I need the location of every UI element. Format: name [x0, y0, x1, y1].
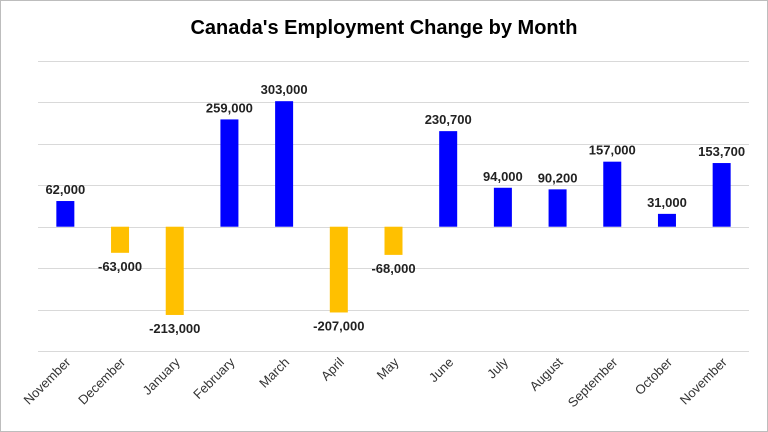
data-label: -68,000	[371, 261, 415, 276]
data-label: 303,000	[261, 82, 308, 97]
data-label: 259,000	[206, 100, 253, 115]
bars	[56, 101, 731, 315]
x-tick-label: November	[20, 354, 73, 407]
bar-july	[493, 187, 512, 227]
x-axis-ticks: November December January February March Apri…	[20, 354, 730, 410]
x-tick-label: April	[318, 354, 347, 383]
data-label: 153,700	[698, 144, 745, 159]
bar-june	[439, 131, 458, 227]
bar-april	[329, 226, 348, 313]
data-labels: 62,000 -63,000 -213,000 259,000 303,000 -207,…	[45, 82, 745, 336]
x-tick-label: November	[677, 354, 730, 407]
bar-january	[165, 226, 184, 315]
x-tick-label: July	[484, 354, 511, 381]
x-tick-label: December	[75, 354, 128, 407]
x-tick-label: March	[256, 355, 292, 391]
x-tick-label: September	[565, 354, 621, 410]
bar-december	[111, 226, 130, 253]
data-label: 157,000	[589, 143, 636, 158]
data-label: 90,200	[538, 170, 578, 185]
chart-title: Canada's Employment Change by Month	[190, 17, 577, 39]
x-tick-label: May	[374, 354, 402, 382]
bar-august	[548, 189, 567, 227]
x-tick-label: January	[140, 354, 184, 398]
x-tick-label: February	[190, 354, 238, 402]
bar-october	[657, 213, 676, 227]
data-label: 230,700	[425, 112, 472, 127]
gridlines	[38, 61, 749, 352]
x-tick-label: August	[526, 354, 565, 393]
data-label: -207,000	[313, 318, 364, 333]
data-label: 94,000	[483, 169, 523, 184]
bar-february	[220, 119, 239, 227]
bar-september	[603, 161, 622, 227]
bar-november	[56, 201, 75, 227]
bar-november	[712, 163, 731, 227]
data-label: 62,000	[45, 182, 85, 197]
data-label: -63,000	[98, 259, 142, 274]
bar-march	[275, 101, 294, 227]
x-tick-label: June	[426, 355, 457, 386]
data-label: 31,000	[647, 195, 687, 210]
bar-may	[384, 226, 403, 255]
x-tick-label: October	[632, 354, 676, 398]
data-label: -213,000	[149, 321, 200, 336]
